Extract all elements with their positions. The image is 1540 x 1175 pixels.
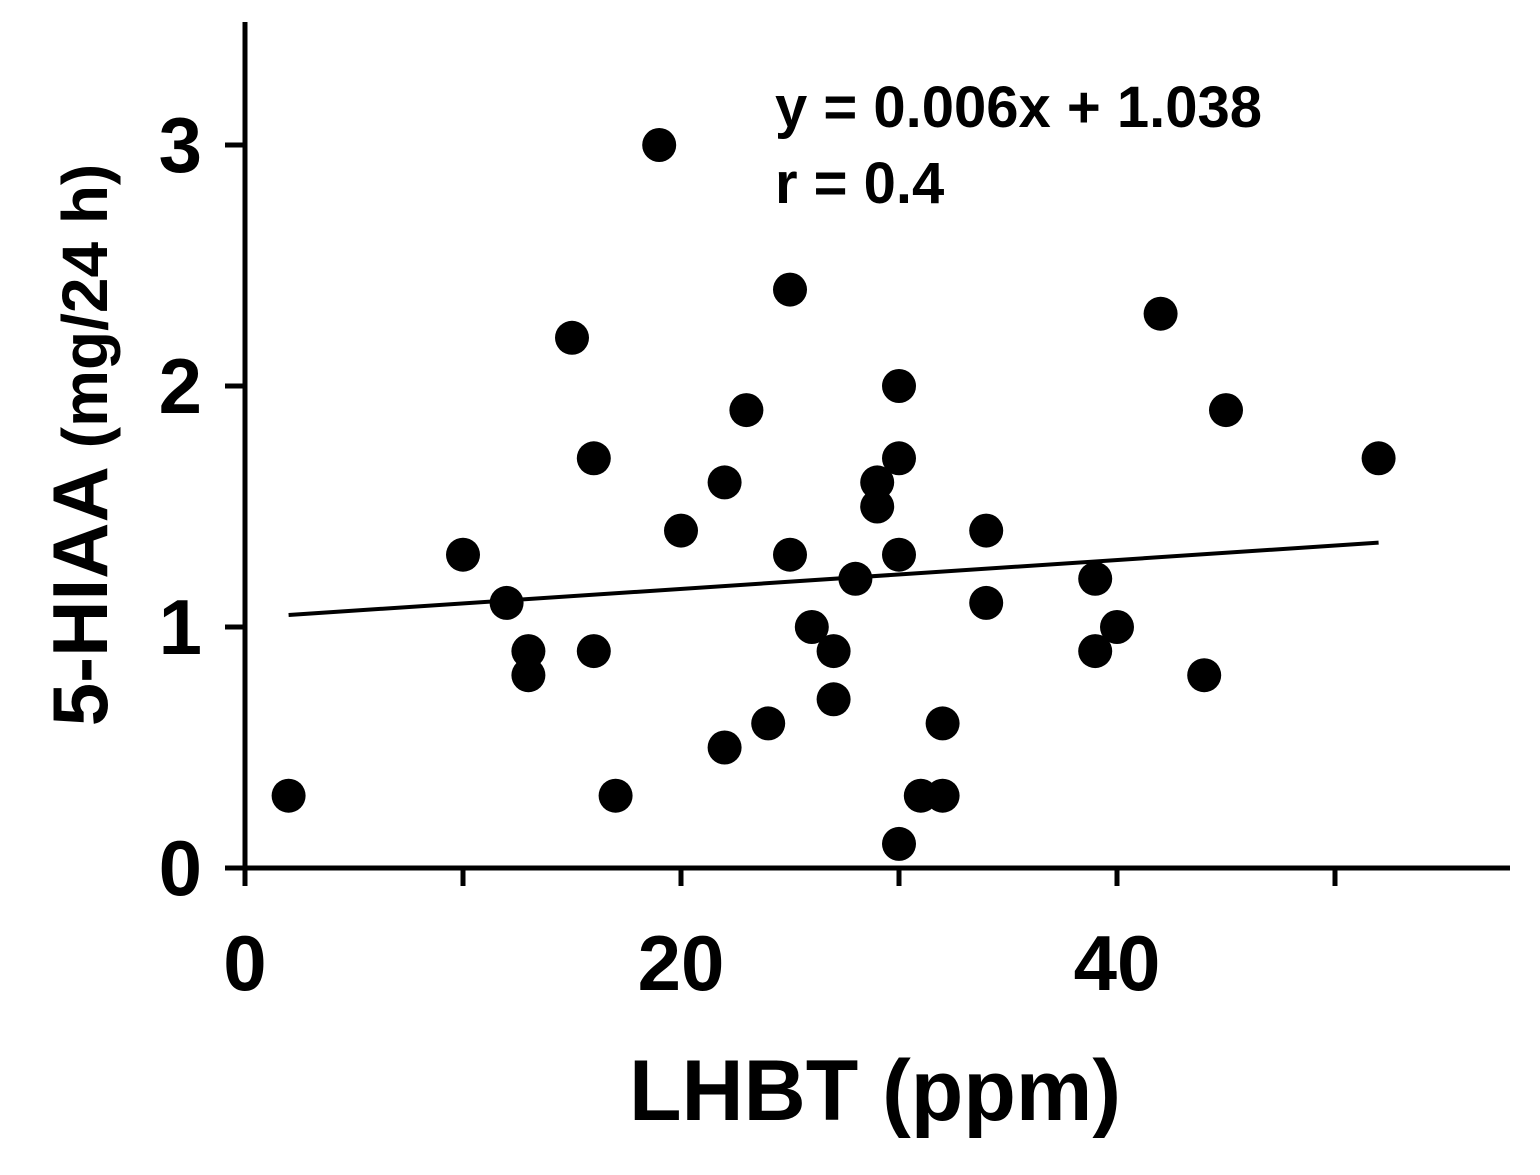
points-layer bbox=[271, 128, 1396, 861]
data-point bbox=[598, 778, 633, 813]
y-tick-label: 3 bbox=[159, 101, 202, 189]
data-point bbox=[1078, 634, 1113, 669]
data-point bbox=[882, 441, 916, 476]
data-point bbox=[511, 634, 546, 669]
data-point bbox=[882, 537, 916, 572]
regression-layer bbox=[288, 540, 1379, 617]
data-point bbox=[925, 706, 960, 741]
data-point bbox=[642, 128, 677, 162]
data-point bbox=[882, 369, 916, 403]
y-tick-label: 0 bbox=[159, 824, 202, 912]
axes-layer bbox=[242, 22, 1510, 871]
data-point bbox=[555, 320, 589, 355]
data-point bbox=[969, 585, 1004, 620]
x-tick-label: 40 bbox=[1074, 919, 1161, 1007]
y-axis-label: 5-HIAA (mg/24 h) bbox=[36, 164, 124, 726]
y-axis-label-main: 5-HIAA bbox=[36, 466, 124, 726]
y-tick-label: 2 bbox=[159, 342, 202, 430]
data-point bbox=[969, 513, 1004, 548]
data-point bbox=[860, 489, 895, 524]
annotation-r: r = 0.4 bbox=[775, 151, 944, 216]
data-point bbox=[664, 513, 698, 548]
data-point bbox=[773, 272, 807, 307]
data-point bbox=[1361, 441, 1396, 476]
y-tick-label: 1 bbox=[159, 583, 202, 671]
data-point bbox=[271, 778, 306, 813]
data-point bbox=[707, 730, 742, 765]
regression-line bbox=[288, 540, 1379, 617]
data-point bbox=[707, 465, 742, 500]
data-point bbox=[925, 778, 960, 813]
data-point bbox=[729, 393, 764, 428]
data-point bbox=[1187, 658, 1222, 693]
data-point bbox=[489, 585, 524, 620]
x-axis-label: LHBT (ppm) bbox=[629, 1043, 1121, 1139]
data-point bbox=[794, 610, 829, 644]
data-point bbox=[773, 537, 807, 572]
data-point bbox=[838, 561, 873, 596]
data-point bbox=[576, 634, 611, 669]
data-point bbox=[860, 465, 895, 500]
data-point bbox=[816, 682, 851, 717]
ticks-layer: 0 20 40 0 1 2 3 bbox=[159, 101, 1338, 1007]
data-point bbox=[1078, 561, 1113, 596]
data-point bbox=[511, 658, 546, 693]
annotation-equation: y = 0.006x + 1.038 bbox=[775, 75, 1262, 140]
data-point bbox=[576, 441, 611, 476]
data-point bbox=[1100, 610, 1134, 644]
data-point bbox=[446, 537, 480, 572]
data-point bbox=[751, 706, 786, 741]
x-tick-label: 0 bbox=[223, 919, 266, 1007]
y-axis-label-unit: (mg/24 h) bbox=[49, 164, 121, 448]
data-point bbox=[1143, 296, 1178, 331]
x-tick-label: 20 bbox=[638, 919, 725, 1007]
data-point bbox=[1209, 393, 1243, 428]
data-point bbox=[816, 634, 851, 669]
data-point bbox=[882, 826, 916, 861]
